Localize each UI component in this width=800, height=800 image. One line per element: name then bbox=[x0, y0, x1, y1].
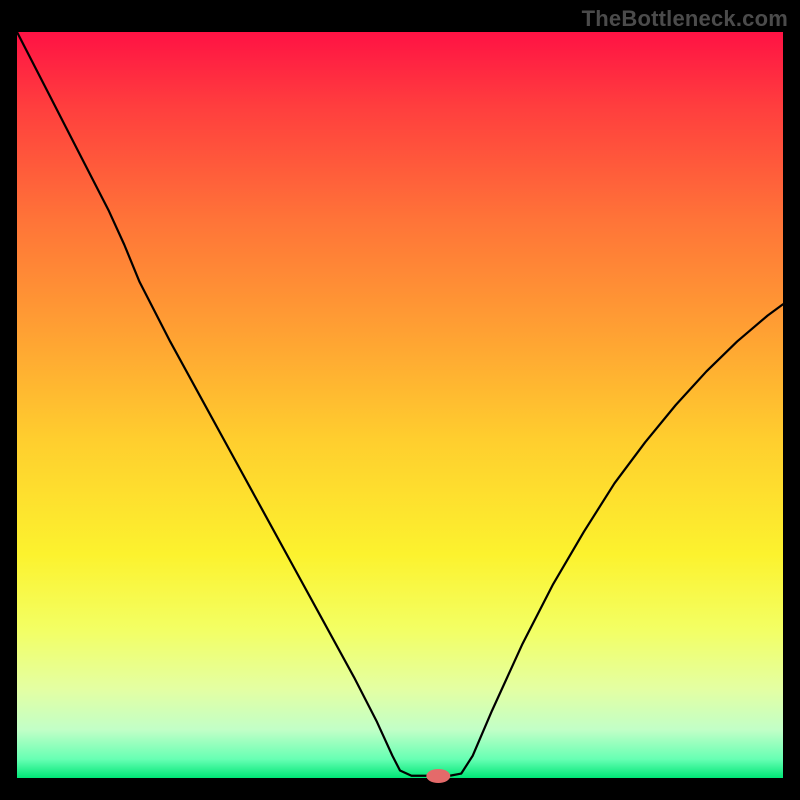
plot-background bbox=[17, 32, 783, 778]
optimal-marker bbox=[426, 769, 450, 783]
chart-stage: TheBottleneck.com bbox=[0, 0, 800, 800]
watermark-text: TheBottleneck.com bbox=[582, 6, 788, 32]
bottleneck-chart bbox=[0, 0, 800, 800]
